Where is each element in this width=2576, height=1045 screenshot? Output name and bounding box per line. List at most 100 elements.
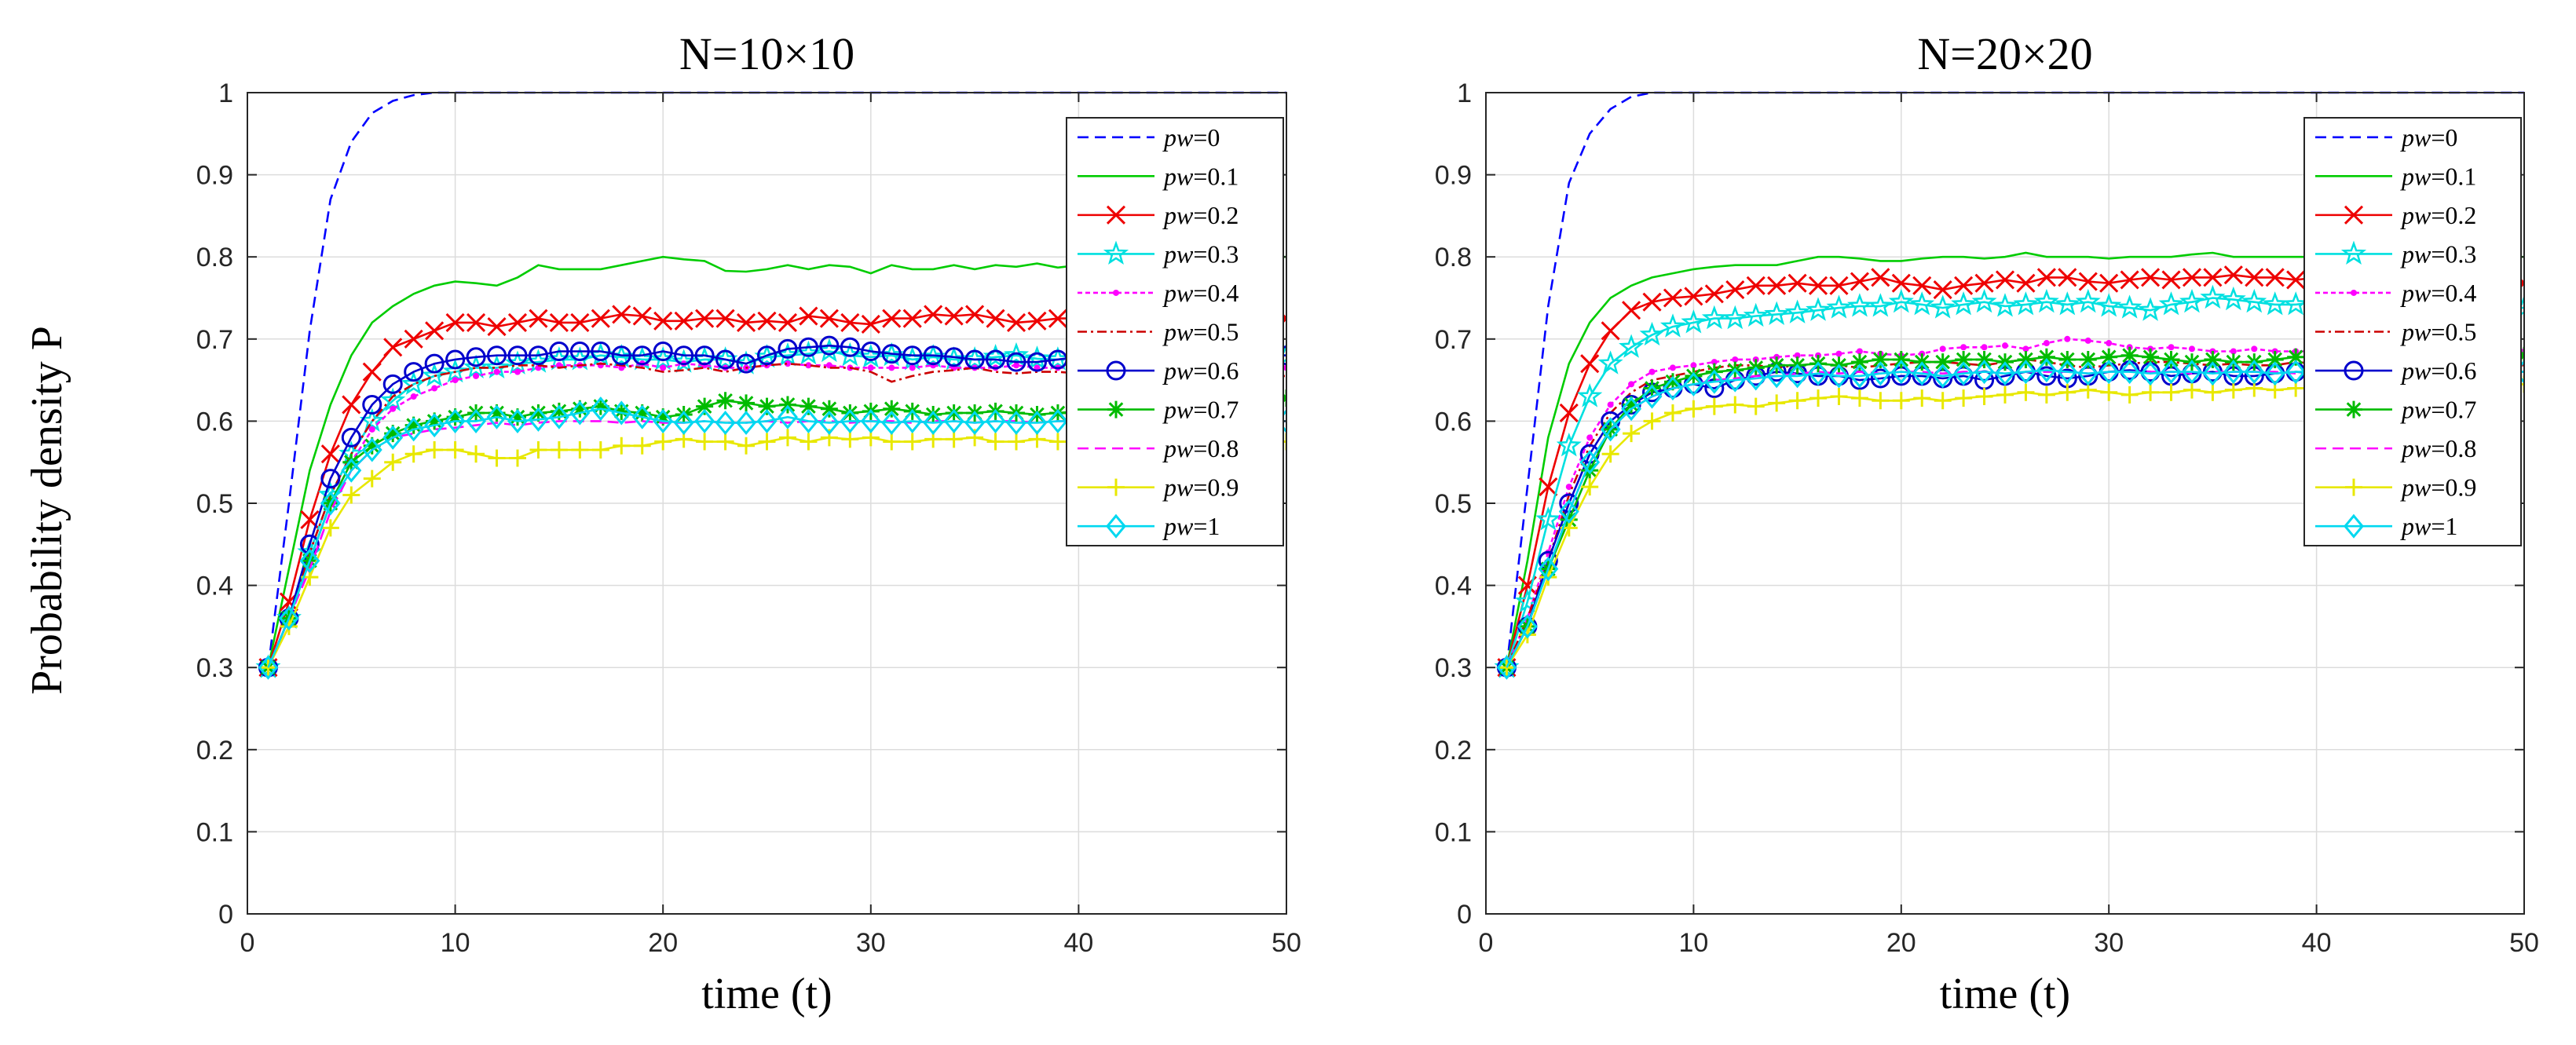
data-point [1809,389,1828,407]
legend-entry: pw=0.8 [1078,434,1239,462]
x-tick-label: 30 [856,928,886,958]
legend-label: pw=0.8 [1162,434,1239,462]
legend-marker [1107,400,1125,418]
legend-marker [2344,360,2364,381]
x-tick-label: 10 [1678,928,1708,958]
data-point [1006,352,1026,372]
data-point [1850,272,1869,291]
data-point [404,445,423,463]
data-point [2058,268,2077,287]
y-tick-label: 0.1 [1435,817,1472,847]
data-point [463,354,489,379]
legend-label: pw=0.9 [1162,473,1239,502]
y-tick-label: 0 [1457,900,1472,930]
data-point [404,329,423,349]
data-point [1643,379,1661,397]
data-point [883,433,901,451]
data-point [1690,362,1697,369]
data-point [1006,410,1026,436]
y-tick-label: 0.5 [196,489,233,519]
data-point [715,349,736,370]
data-point [404,416,423,434]
data-point [1960,344,1967,351]
data-point [798,337,818,357]
data-point [2058,350,2077,368]
data-point [1939,345,1946,353]
data-point [1794,352,1801,359]
legend-label: pw=0.9 [2400,473,2476,502]
data-point [1577,383,1603,407]
data-point [571,400,589,418]
data-point [1047,408,1068,433]
data-point [473,372,480,379]
data-point [1891,273,1911,293]
data-point [902,309,922,328]
data-point [507,345,528,366]
data-point [653,311,673,331]
data-point [903,433,921,451]
data-point [923,410,944,436]
data-point [2200,284,2226,309]
data-point [694,345,715,366]
data-point [924,305,943,324]
legend-label: pw=0.7 [1162,396,1239,424]
data-point [1768,394,1786,412]
data-point [341,458,362,483]
data-point [1496,655,1517,680]
data-point [2119,360,2140,385]
data-point [1722,305,1748,330]
data-point [342,395,361,415]
legend-entry: pw=0.6 [2315,356,2476,385]
legend-label: pw=0.2 [1162,201,1239,229]
data-point [2158,291,2184,316]
data-point [2140,361,2161,386]
data-point [1828,364,1850,389]
data-point [2077,361,2098,386]
data-point [1683,371,1704,396]
data-point [818,410,840,436]
data-point [882,309,902,328]
data-point [2120,385,2139,404]
legend-label: pw=0.7 [2400,396,2476,424]
data-point [860,408,881,433]
legend-label: pw=0.3 [2400,239,2476,268]
data-point [2283,291,2309,316]
data-point [674,311,693,331]
data-point [1641,384,1663,409]
data-point [446,441,464,459]
data-point [613,402,631,420]
data-point [2036,358,2057,383]
data-point [426,441,444,459]
legend-label: pw=0.2 [2400,201,2476,229]
data-point [778,396,796,414]
data-point [1607,401,1614,408]
data-point [840,408,861,433]
data-point [1703,369,1725,394]
data-point [1601,321,1620,341]
data-point [528,345,548,366]
data-point [800,433,818,451]
data-point [778,338,798,359]
data-point [1725,280,1745,300]
data-point [841,430,859,448]
legend-entry: pw=0.6 [1078,356,1239,385]
data-point [1008,433,1026,451]
data-point [1974,360,1995,385]
data-point [507,312,528,332]
data-point [674,345,694,366]
legend-entry: pw=0.2 [1078,201,1239,229]
legend-marker [1106,360,1126,381]
data-point [1746,276,1766,295]
data-point [965,305,985,324]
data-point [2202,361,2223,386]
data-point [1826,294,1852,319]
data-point [342,486,360,504]
data-point [840,337,860,357]
data-point [1026,410,1048,436]
data-point [2223,360,2244,385]
data-point [384,425,402,443]
data-point [446,408,464,426]
data-point [861,314,880,334]
subplot-n20: 0 10 20 30 40 50 0 0.1 0.2 0.3 0.4 0.5 0.6 0.7 0.8 0.9 1… [1435,28,2539,1018]
